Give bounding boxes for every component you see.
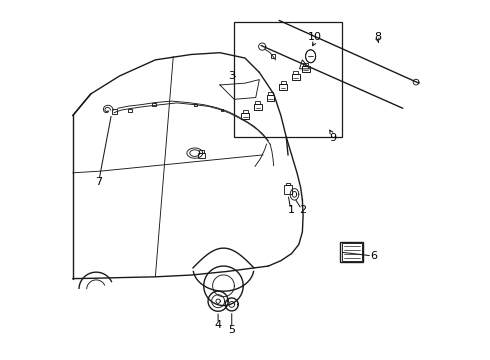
Text: 5: 5	[228, 325, 235, 334]
Bar	[220, 109, 223, 111]
Bar	[112, 109, 117, 114]
Bar	[194, 104, 197, 107]
Bar	[255, 101, 260, 104]
Bar	[267, 95, 274, 101]
Bar	[280, 81, 286, 84]
Bar	[198, 153, 205, 158]
Text: 1: 1	[288, 206, 294, 216]
Bar	[279, 84, 287, 90]
Text: 2: 2	[299, 206, 306, 216]
Text: 8: 8	[374, 32, 381, 41]
Text: 7: 7	[95, 177, 102, 187]
Bar	[285, 185, 292, 194]
Bar	[242, 113, 249, 119]
Bar	[271, 54, 275, 58]
Text: 4: 4	[215, 320, 221, 330]
Ellipse shape	[306, 50, 316, 63]
Bar	[152, 103, 156, 106]
Bar	[302, 66, 310, 72]
Text: 9: 9	[329, 133, 337, 143]
Text: 10: 10	[308, 32, 322, 41]
Bar	[199, 150, 204, 153]
Bar	[243, 110, 248, 113]
Bar	[340, 242, 364, 262]
Bar	[268, 92, 273, 95]
Text: 6: 6	[370, 251, 377, 261]
Bar	[254, 104, 262, 110]
Bar	[128, 109, 132, 112]
Bar	[234, 22, 342, 137]
Bar	[293, 71, 298, 74]
Bar	[303, 63, 308, 66]
Bar	[292, 74, 299, 80]
Bar	[286, 183, 290, 185]
Text: 3: 3	[228, 71, 235, 81]
Bar	[342, 243, 362, 261]
